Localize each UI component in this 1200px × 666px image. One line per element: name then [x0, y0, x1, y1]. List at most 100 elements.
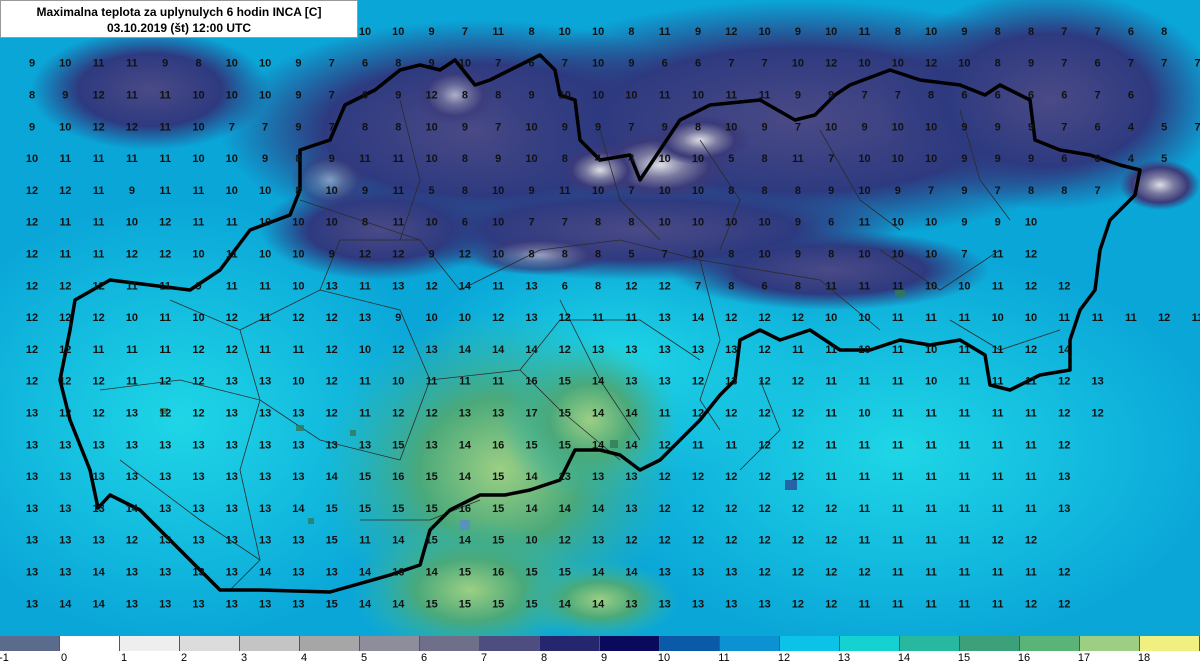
temperature-value: 8: [928, 90, 934, 102]
temperature-value: 12: [1158, 312, 1170, 324]
temperature-value: 10: [659, 185, 671, 197]
temperature-value: 12: [692, 376, 704, 388]
temperature-value: 16: [525, 376, 537, 388]
temperature-value: 13: [625, 376, 637, 388]
temperature-value: 10: [425, 217, 437, 229]
temperature-value: 12: [26, 376, 38, 388]
temperature-value: 10: [492, 185, 504, 197]
temperature-value: 12: [925, 58, 937, 70]
temperature-value: 12: [1091, 408, 1103, 420]
temperature-value: 6: [362, 90, 368, 102]
temperature-value: 12: [725, 471, 737, 483]
temperature-value: 11: [959, 408, 971, 420]
temperature-value: 10: [525, 121, 537, 133]
temperature-value: 7: [495, 121, 501, 133]
temperature-value: 9: [795, 90, 801, 102]
temperature-value: 11: [959, 439, 971, 451]
temperature-value: 13: [425, 344, 437, 356]
temperature-value: 12: [992, 535, 1004, 547]
temperature-value: 12: [625, 280, 637, 292]
temperature-value: 10: [925, 217, 937, 229]
temperature-value: 10: [925, 344, 937, 356]
temperature-value: 12: [758, 439, 770, 451]
temperature-value: 11: [892, 439, 904, 451]
temperature-value: 10: [292, 376, 304, 388]
temperature-value: 8: [762, 153, 768, 165]
temperature-value: 13: [725, 567, 737, 579]
temperature-value: 7: [995, 185, 1001, 197]
temperature-value: 12: [292, 312, 304, 324]
legend-swatch: [1140, 636, 1200, 651]
temperature-value: 13: [592, 344, 604, 356]
temperature-value: 12: [1025, 598, 1037, 610]
temperature-value: 13: [226, 376, 238, 388]
temperature-value: 10: [992, 312, 1004, 324]
temperature-value: 11: [1025, 471, 1037, 483]
temperature-value: 13: [26, 471, 38, 483]
temperature-value: 8: [595, 249, 601, 261]
temperature-value: 9: [995, 217, 1001, 229]
temperature-value: 12: [92, 90, 104, 102]
temperature-value: 8: [462, 153, 468, 165]
temperature-value: 11: [859, 26, 871, 38]
temperature-value: 14: [459, 280, 472, 292]
temperature-value: 10: [126, 217, 138, 229]
temperature-value: 14: [459, 471, 472, 483]
temperature-value: 10: [858, 153, 870, 165]
temperature-value: 10: [559, 26, 571, 38]
temperature-value: 12: [26, 185, 38, 197]
temperature-value: 12: [1025, 344, 1037, 356]
temperature-value: 13: [259, 439, 271, 451]
temperature-value: 11: [159, 312, 171, 324]
temperature-value: 13: [259, 471, 271, 483]
temperature-value: 12: [792, 598, 804, 610]
temperature-value: 8: [362, 121, 368, 133]
temperature-value: 15: [525, 439, 537, 451]
temperature-value: 11: [293, 344, 305, 356]
temperature-value: 12: [559, 535, 571, 547]
temperature-value: 13: [92, 439, 104, 451]
temperature-value: 10: [958, 58, 970, 70]
temperature-value: 12: [226, 312, 238, 324]
temperature-value: 11: [1058, 312, 1070, 324]
temperature-value: 6: [828, 217, 834, 229]
temperature-value: 12: [1025, 535, 1037, 547]
legend-swatch: [480, 636, 540, 651]
temperature-value: 12: [825, 598, 837, 610]
temperature-value: 11: [992, 567, 1004, 579]
temperature-value: 11: [259, 312, 271, 324]
temperature-value: 9: [395, 90, 401, 102]
temperature-value: 8: [562, 249, 568, 261]
temperature-value: 15: [559, 567, 571, 579]
temperature-value: 10: [26, 153, 38, 165]
temperature-value: 11: [992, 344, 1004, 356]
temperature-value: 13: [692, 567, 704, 579]
temperature-value: 17: [525, 408, 537, 420]
temperature-value: 8: [595, 280, 601, 292]
temperature-value: 9: [895, 185, 901, 197]
temperature-value: 9: [995, 153, 1001, 165]
temperature-value: 12: [758, 535, 770, 547]
temperature-value: 15: [559, 376, 571, 388]
temperature-value: 7: [1095, 26, 1101, 38]
legend-label: 18: [1137, 652, 1151, 664]
temperature-value: 10: [459, 58, 471, 70]
temperature-value: 13: [326, 439, 338, 451]
temperature-value: 7: [895, 90, 901, 102]
temperature-value: 12: [858, 567, 870, 579]
temperature-value: 11: [859, 535, 871, 547]
temperature-value: 11: [459, 376, 471, 388]
temperature-value: 11: [492, 280, 504, 292]
temperature-value: 13: [259, 503, 271, 515]
temperature-value: 7: [1161, 58, 1167, 70]
temperature-value: 12: [92, 312, 104, 324]
temperature-value: 10: [292, 249, 304, 261]
temperature-value: 14: [292, 503, 305, 515]
temperature-value: 12: [192, 376, 204, 388]
temperature-value: 11: [1192, 312, 1200, 324]
temperature-value: 12: [26, 312, 38, 324]
temperature-value: 9: [1028, 58, 1034, 70]
temperature-value: 10: [59, 121, 71, 133]
temperature-value: 9: [462, 121, 468, 133]
temperature-value: 9: [662, 121, 668, 133]
